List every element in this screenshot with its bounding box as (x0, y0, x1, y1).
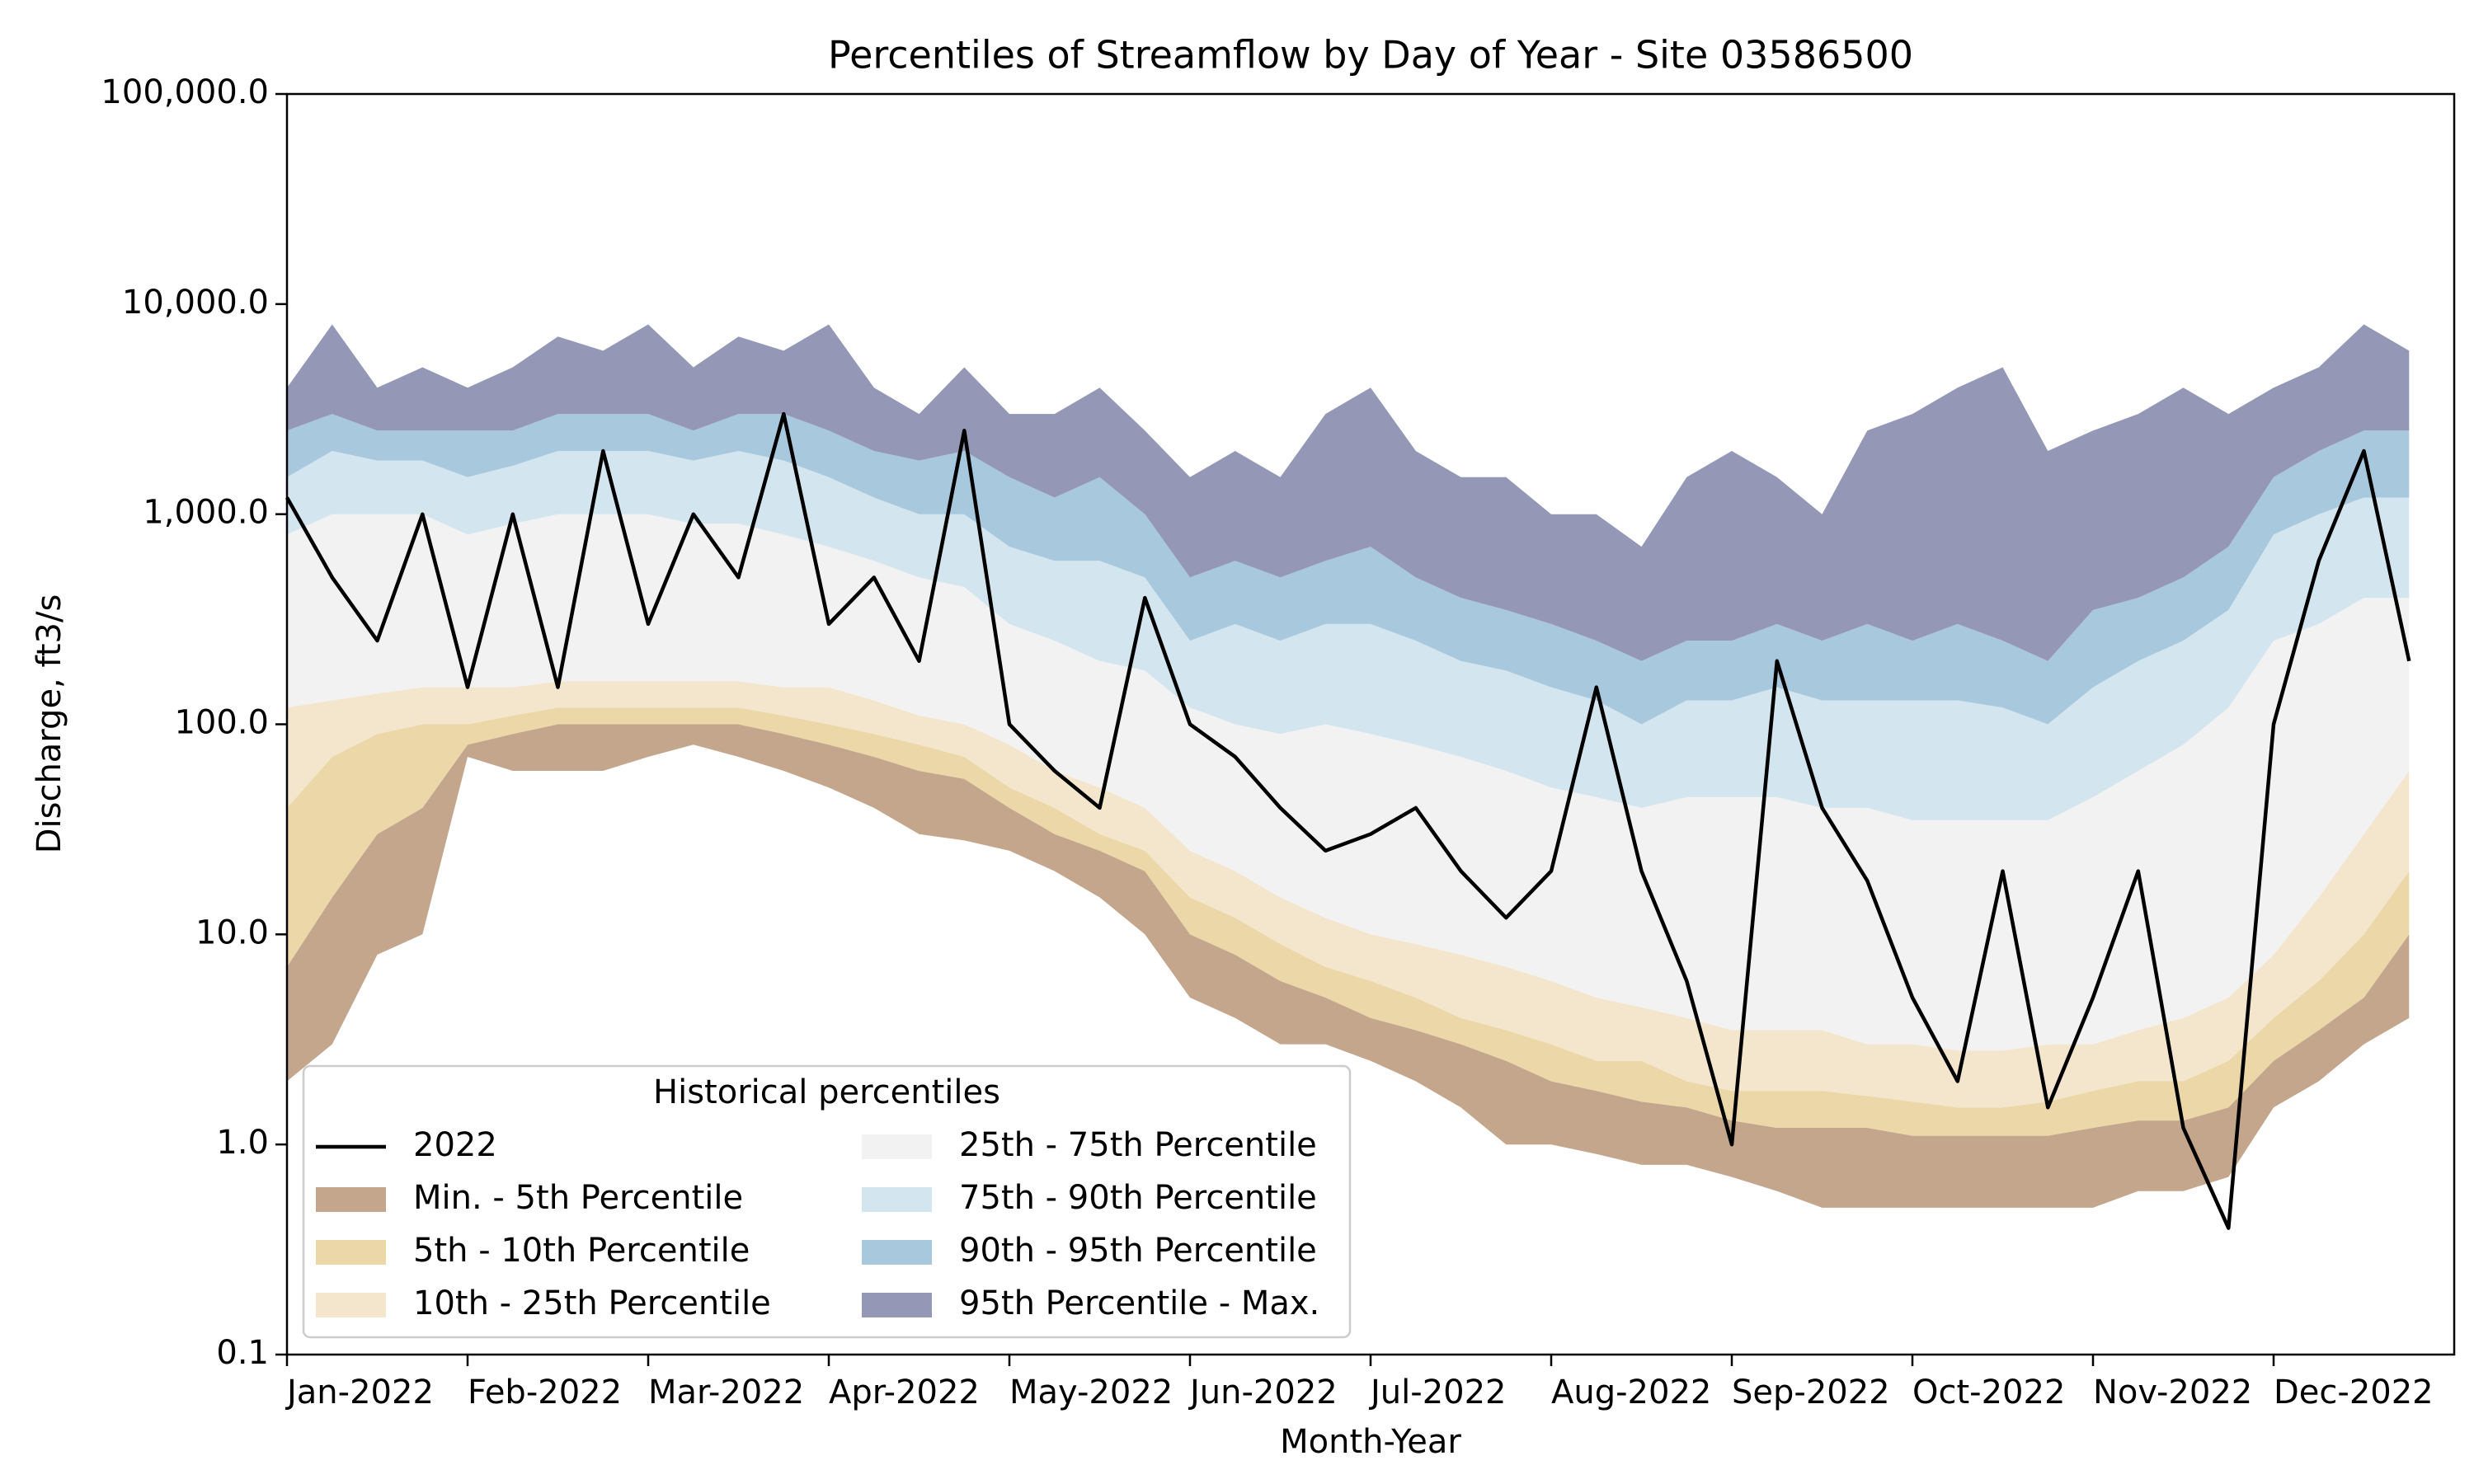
y-tick-label: 10,000.0 (122, 284, 269, 322)
x-tick-label: Mar-2022 (648, 1374, 804, 1411)
x-tick-label: Aug-2022 (1551, 1374, 1711, 1411)
legend-handle (862, 1293, 932, 1317)
y-tick-label: 10.0 (195, 913, 269, 951)
legend-label: Min. - 5th Percentile (413, 1179, 743, 1217)
legend-handle (862, 1187, 932, 1212)
x-tick-label: Jul-2022 (1368, 1374, 1507, 1411)
percentile-band (287, 414, 2410, 725)
y-tick-label: 1,000.0 (143, 494, 269, 532)
percentile-band (287, 707, 2410, 1136)
flow-line (285, 411, 2411, 1230)
percentile-band (287, 681, 2410, 1108)
x-tick-label: Oct-2022 (1912, 1374, 2065, 1411)
y-axis-label: Discharge, ft3/s (31, 594, 68, 854)
legend-label: 25th - 75th Percentile (959, 1126, 1317, 1164)
percentile-band (287, 324, 2410, 661)
legend-handle (862, 1134, 932, 1159)
legend-title: Historical percentiles (653, 1073, 1000, 1111)
x-tick-label: Sep-2022 (1732, 1374, 1890, 1411)
x-axis-label: Month-Year (1280, 1423, 1461, 1461)
legend-label: 95th Percentile - Max. (959, 1284, 1319, 1322)
legend-handle (316, 1187, 386, 1212)
legend-label: 2022 (413, 1126, 497, 1164)
legend-label: 90th - 95th Percentile (959, 1232, 1317, 1270)
plot-area (285, 324, 2411, 1230)
y-tick-label: 100,000.0 (101, 73, 269, 111)
x-tick-label: Dec-2022 (2274, 1374, 2434, 1411)
x-tick-label: Jun-2022 (1188, 1374, 1338, 1411)
legend-box (302, 1064, 1352, 1339)
x-tick-label: Nov-2022 (2093, 1374, 2252, 1411)
x-tick-label: Jan-2022 (285, 1374, 434, 1411)
percentile-band (287, 451, 2410, 820)
percentile-band (287, 514, 2410, 1051)
legend-handle (316, 1293, 386, 1317)
legend-handle (862, 1240, 932, 1265)
x-tick-label: May-2022 (1009, 1374, 1173, 1411)
x-tick-label: Feb-2022 (468, 1374, 622, 1411)
chart-title: Percentiles of Streamflow by Day of Year… (828, 33, 1913, 77)
legend-label: 5th - 10th Percentile (413, 1232, 750, 1270)
y-tick-label: 0.1 (216, 1334, 269, 1372)
legend-handle (316, 1240, 386, 1265)
legend-label: 10th - 25th Percentile (413, 1284, 771, 1322)
x-tick-label: Apr-2022 (829, 1374, 980, 1411)
legend-label: 75th - 90th Percentile (959, 1179, 1317, 1217)
y-tick-label: 100.0 (174, 704, 269, 742)
y-tick-label: 1.0 (216, 1124, 269, 1162)
